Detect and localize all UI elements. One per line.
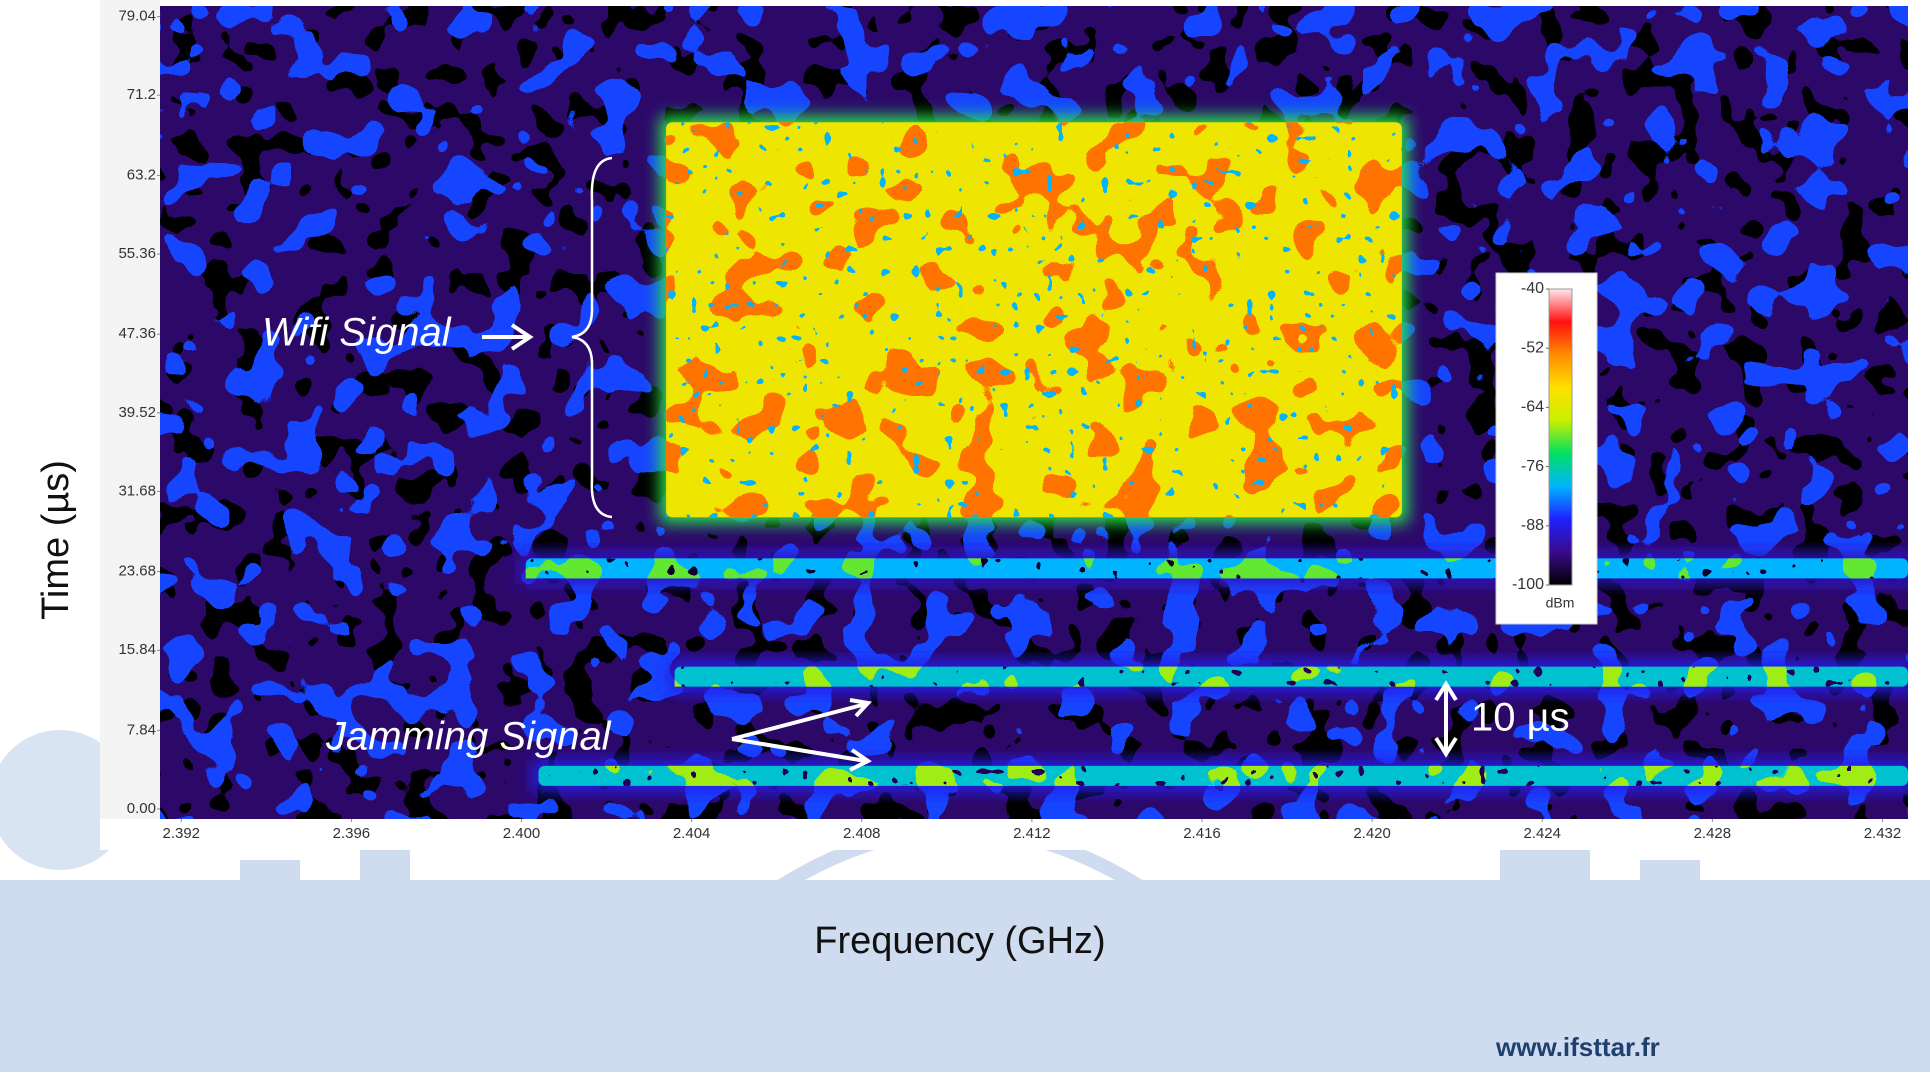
colorbar-tick-label: -88	[1521, 517, 1544, 534]
y-axis-label: Time (µs)	[35, 460, 77, 620]
y-tick-label: 31.68	[118, 482, 156, 499]
y-tick-label: 63.2	[127, 166, 156, 183]
y-tick-label: 79.04	[118, 8, 156, 25]
colorbar-tick-label: -76	[1521, 458, 1544, 475]
y-tick-label: 39.52	[118, 404, 156, 421]
x-tick-label: 2.428	[1694, 825, 1732, 842]
duration-annotation: 10 µs	[1471, 696, 1570, 740]
x-tick-label: 2.420	[1353, 825, 1391, 842]
axis-strip	[100, 819, 1920, 850]
x-tick-label: 2.424	[1523, 825, 1561, 842]
x-tick-label: 2.408	[843, 825, 881, 842]
x-tick-label: 2.432	[1864, 825, 1902, 842]
x-tick-label: 2.392	[162, 825, 200, 842]
band-texture	[666, 122, 1402, 517]
colorbar	[1549, 289, 1572, 585]
x-tick-label: 2.412	[1013, 825, 1051, 842]
jamming-annotation: Jamming Signal	[325, 715, 612, 759]
colorbar-unit: dBm	[1546, 595, 1575, 611]
y-tick-label: 47.36	[118, 325, 156, 342]
plot-area	[160, 6, 1914, 819]
y-tick-label: 71.2	[127, 86, 156, 103]
y-tick-label: 7.84	[127, 721, 156, 738]
colorbar-tick-label: -100	[1512, 576, 1544, 593]
x-tick-label: 2.400	[503, 825, 541, 842]
colorbar-tick-label: -52	[1521, 339, 1544, 356]
band-texture	[675, 667, 1908, 687]
colorbar-tick-label: -40	[1521, 280, 1544, 297]
x-tick-label: 2.396	[333, 825, 371, 842]
band-texture	[526, 558, 1908, 578]
colorbar-box	[1496, 273, 1597, 624]
footer-url: www.ifsttar.fr	[1495, 1032, 1660, 1062]
band-texture	[539, 766, 1908, 786]
wifi-annotation: Wifi Signal	[262, 311, 452, 355]
x-tick-label: 2.416	[1183, 825, 1221, 842]
y-tick-label: 15.84	[118, 641, 156, 658]
x-axis-label: Frequency (GHz)	[814, 920, 1105, 962]
y-tick-label: 55.36	[118, 245, 156, 262]
chart: Time (µs) Frequency (GHz) dBm Wifi Signa…	[0, 0, 1930, 1072]
y-tick-label: 0.00	[127, 800, 156, 817]
x-tick-label: 2.404	[673, 825, 711, 842]
page: Time (µs) Frequency (GHz) dBm Wifi Signa…	[0, 0, 1930, 1072]
colorbar-tick-label: -64	[1521, 399, 1544, 416]
y-tick-label: 23.68	[118, 563, 156, 580]
